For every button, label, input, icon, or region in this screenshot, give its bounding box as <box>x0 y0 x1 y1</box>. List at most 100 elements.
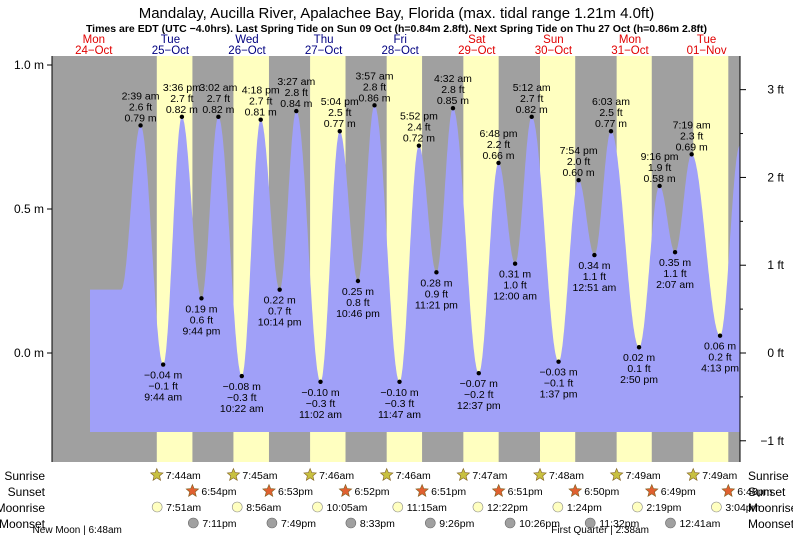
tide-label-ft: 0.6 ft <box>190 314 213 326</box>
low-tide-point <box>512 261 518 266</box>
moonset-time: 9:26pm <box>439 518 474 530</box>
row-label-left: Sunset <box>8 485 46 499</box>
tide-label-m-label: −0.04 m <box>144 370 182 382</box>
moonset-icon <box>425 517 436 529</box>
tide-curve <box>90 105 740 433</box>
sunrise-icon <box>456 467 471 481</box>
day-header-weekday: Mon <box>619 34 641 46</box>
moonset-time: 11:32pm <box>599 518 639 530</box>
row-label-right: Sunrise <box>748 469 789 483</box>
low-tide-point <box>277 287 282 292</box>
sunrise-icon <box>149 467 164 481</box>
sunset-time: 6:52pm <box>355 486 390 498</box>
sunrise-time: 7:47am <box>472 470 507 482</box>
day-header-date: 29−Oct <box>458 45 496 57</box>
tide-label-m-label: 0.82 m <box>202 104 234 116</box>
tide-label-ft: 2.7 ft <box>207 93 230 105</box>
high-tide-point <box>450 106 456 111</box>
moonrise-time: 2:19pm <box>646 502 681 514</box>
tide-label-m-label: 0.60 m <box>563 167 595 179</box>
tide-label-time: 3:36 pm <box>163 82 201 94</box>
tide-label-ft: −0.3 ft <box>385 398 415 410</box>
tide-label-ft: 2.0 ft <box>567 156 590 168</box>
tide-label-ft: −0.2 ft <box>464 389 494 401</box>
moon-phase-time: 6:48am <box>89 525 122 536</box>
high-tide-point <box>138 123 143 128</box>
low-tide-point <box>636 345 642 350</box>
day-header-weekday: Sat <box>468 34 486 46</box>
tide-label-ft: 2.5 ft <box>328 107 351 119</box>
moonrise-icon <box>632 501 643 513</box>
high-tide-point <box>529 114 534 120</box>
moonrise-icon <box>392 501 404 513</box>
tide-label-time: 3:57 am <box>356 70 394 82</box>
row-label-right: Sunset <box>748 485 786 499</box>
tide-label-time: 6:48 pm <box>480 128 518 140</box>
tide-label-m-label: 0.85 m <box>437 95 469 107</box>
low-tide-point <box>199 296 204 301</box>
tide-label-time: 12:37 pm <box>457 400 501 412</box>
tide-label-m-label: 0.34 m <box>578 260 610 272</box>
moonset-icon <box>266 517 278 529</box>
tide-label-m-label: −0.07 m <box>460 378 498 390</box>
day-header-date: 28−Oct <box>381 45 419 57</box>
tide-label-time: 4:32 am <box>434 73 472 85</box>
tide-label-ft: −0.1 ft <box>544 378 574 390</box>
sunset-time: 6:54pm <box>201 486 236 498</box>
tide-label-ft: 1.9 ft <box>648 162 671 174</box>
moonset-icon <box>188 517 199 529</box>
high-tide-point <box>576 178 581 183</box>
tide-label-time: 3:27 am <box>277 76 315 88</box>
tide-label-m-label: 0.06 m <box>704 341 736 353</box>
tide-label-m-label: 0.02 m <box>623 352 655 364</box>
tide-label-time: 2:39 am <box>122 90 160 102</box>
tide-label-time: 6:03 am <box>592 96 630 108</box>
sunrise-icon <box>226 467 241 481</box>
high-tide-point <box>689 152 694 157</box>
tide-label-ft: −0.1 ft <box>148 381 178 393</box>
moonrise-icon <box>472 501 484 513</box>
moonset-icon <box>665 517 676 529</box>
tide-label-time: 11:02 am <box>299 409 342 421</box>
moonset-time: 12:41am <box>679 518 720 530</box>
tide-label-m-label: 0.81 m <box>245 107 277 119</box>
moonset-icon <box>584 517 596 529</box>
y-tick-label-right: 3 ft <box>767 83 784 97</box>
high-tide-point <box>657 183 662 189</box>
moon-phase: New Moon | 6:48am <box>33 525 122 536</box>
moonset-time: 7:11pm <box>202 518 236 530</box>
tide-label-ft: 1.1 ft <box>663 268 686 280</box>
tide-label-ft: 0.8 ft <box>346 297 369 309</box>
moonset-icon <box>504 517 516 529</box>
day-header-date: 24−Oct <box>75 45 113 57</box>
tide-label-ft: −0.3 ft <box>306 398 336 410</box>
high-tide-point <box>337 129 342 134</box>
sunrise-time: 7:46am <box>319 470 354 482</box>
tide-label-m-label: 0.84 m <box>280 98 312 110</box>
sunset-icon <box>644 483 659 497</box>
high-tide-point <box>216 114 221 120</box>
moon-phase-time: 2:38am <box>616 525 649 536</box>
sunset-time: 6:51pm <box>508 486 543 498</box>
moonrise-icon <box>151 501 163 513</box>
high-tide-point <box>496 160 501 166</box>
tide-label-time: 9:44 am <box>144 392 182 404</box>
tide-label-time: 5:52 pm <box>400 111 438 123</box>
tide-label-time: 2:07 am <box>656 279 694 291</box>
sunset-time: 6:48pm <box>737 486 772 498</box>
tide-label-time: 10:22 am <box>220 403 264 415</box>
tide-label-time: 4:18 pm <box>242 85 280 97</box>
high-tide-point <box>608 129 614 134</box>
tide-label-time: 4:13 pm <box>701 363 739 375</box>
moonset-time: 7:49pm <box>281 518 316 530</box>
tide-label-ft: 2.7 ft <box>170 93 193 105</box>
tide-label-time: 7:54 pm <box>560 145 598 157</box>
tide-label-m-label: 0.35 m <box>659 257 691 269</box>
low-tide-point <box>717 333 723 338</box>
high-tide-point <box>179 114 185 120</box>
tide-label-m-label: 0.79 m <box>125 112 157 124</box>
tide-label-time: 9:44 pm <box>182 325 220 337</box>
tide-label-m-label: 0.58 m <box>644 173 676 185</box>
tide-label-time: 9:16 pm <box>641 151 679 163</box>
moonrise-time: 10:05am <box>326 502 367 514</box>
